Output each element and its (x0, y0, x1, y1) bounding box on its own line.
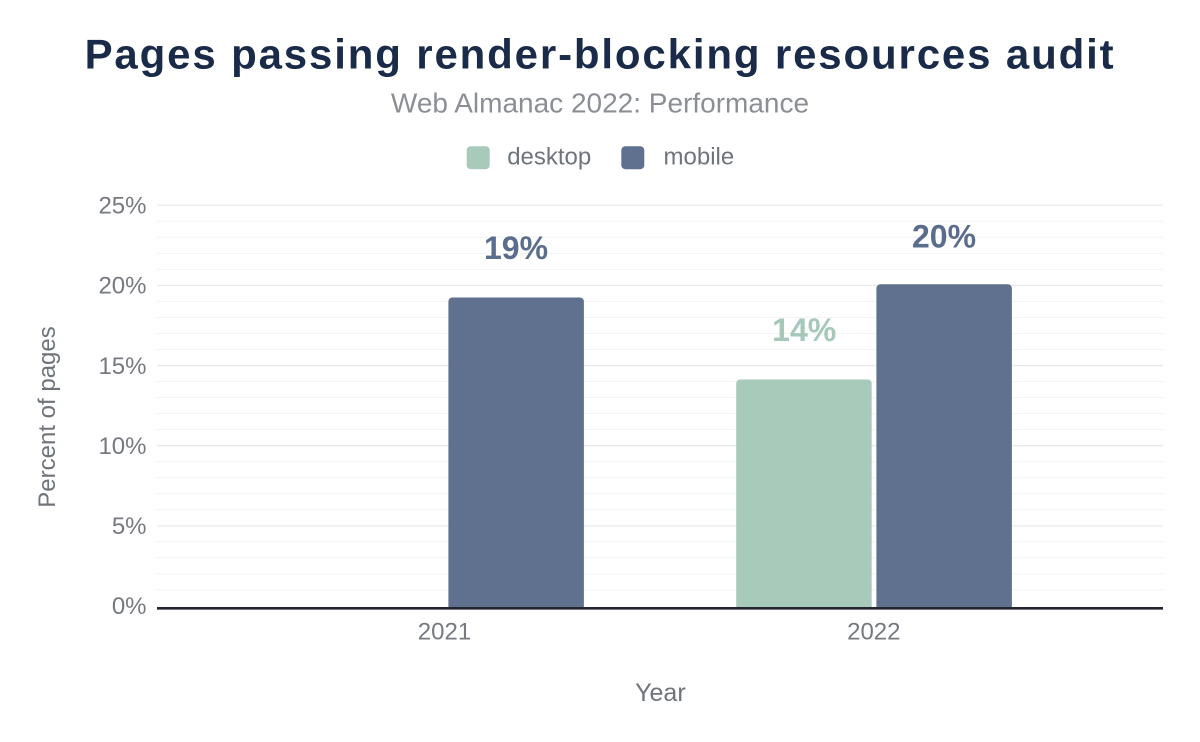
svg-text:mobile: mobile (664, 144, 735, 171)
svg-text:Pages passing render-blocking: Pages passing render-blocking resources … (85, 31, 1116, 78)
svg-text:14%: 14% (772, 312, 836, 348)
svg-text:10%: 10% (98, 433, 146, 460)
svg-text:5%: 5% (112, 513, 147, 540)
svg-text:20%: 20% (98, 273, 146, 300)
svg-text:Web Almanac 2022: Performance: Web Almanac 2022: Performance (391, 88, 809, 119)
svg-text:2022: 2022 (847, 618, 900, 645)
svg-text:20%: 20% (912, 218, 976, 254)
svg-text:Percent of pages: Percent of pages (34, 326, 61, 507)
svg-text:25%: 25% (98, 193, 146, 220)
svg-text:19%: 19% (484, 230, 548, 266)
svg-text:Year: Year (635, 679, 686, 707)
svg-text:desktop: desktop (507, 144, 591, 171)
svg-text:15%: 15% (98, 353, 146, 380)
svg-text:0%: 0% (112, 593, 147, 620)
svg-text:2021: 2021 (418, 618, 471, 645)
